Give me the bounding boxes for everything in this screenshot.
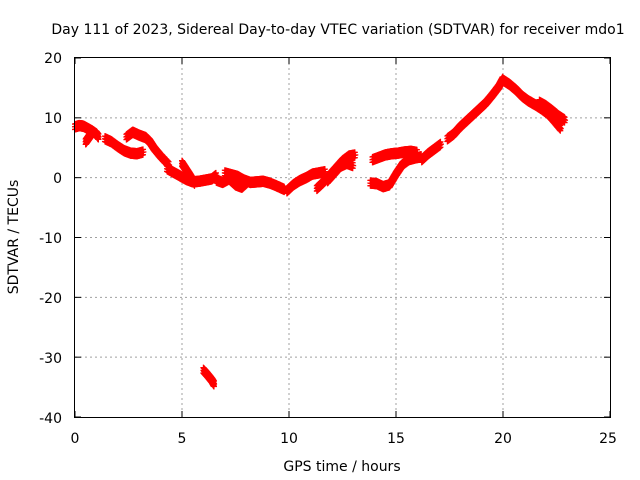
data-point (89, 129, 96, 136)
data-points (72, 73, 569, 390)
x-axis-label: GPS time / hours (283, 459, 400, 475)
x-tick-label: 0 (71, 431, 80, 447)
chart-title: Day 111 of 2023, Sidereal Day-to-day VTE… (51, 22, 624, 38)
y-tick-label: -20 (39, 291, 62, 307)
x-tick-label: 10 (280, 431, 298, 447)
y-tick-label: -40 (39, 411, 62, 427)
y-tick-label: 20 (44, 51, 62, 67)
y-tick-label: 10 (44, 111, 62, 127)
y-tick-label: -30 (39, 351, 62, 367)
data-point (164, 158, 171, 165)
x-tick-label: 5 (178, 431, 187, 447)
x-tick-label: 20 (494, 431, 512, 447)
x-tick-label: 15 (387, 431, 405, 447)
data-point (95, 133, 102, 140)
x-tick-label: 25 (599, 431, 617, 447)
y-tick-label: -10 (39, 231, 62, 247)
y-tick-label: 0 (53, 171, 62, 187)
data-point (140, 148, 147, 155)
data-point (191, 180, 198, 187)
data-point (165, 158, 172, 165)
grid-lines (75, 58, 610, 417)
data-point (164, 157, 171, 164)
y-axis-label: SDTVAR / TECUs (6, 180, 22, 295)
